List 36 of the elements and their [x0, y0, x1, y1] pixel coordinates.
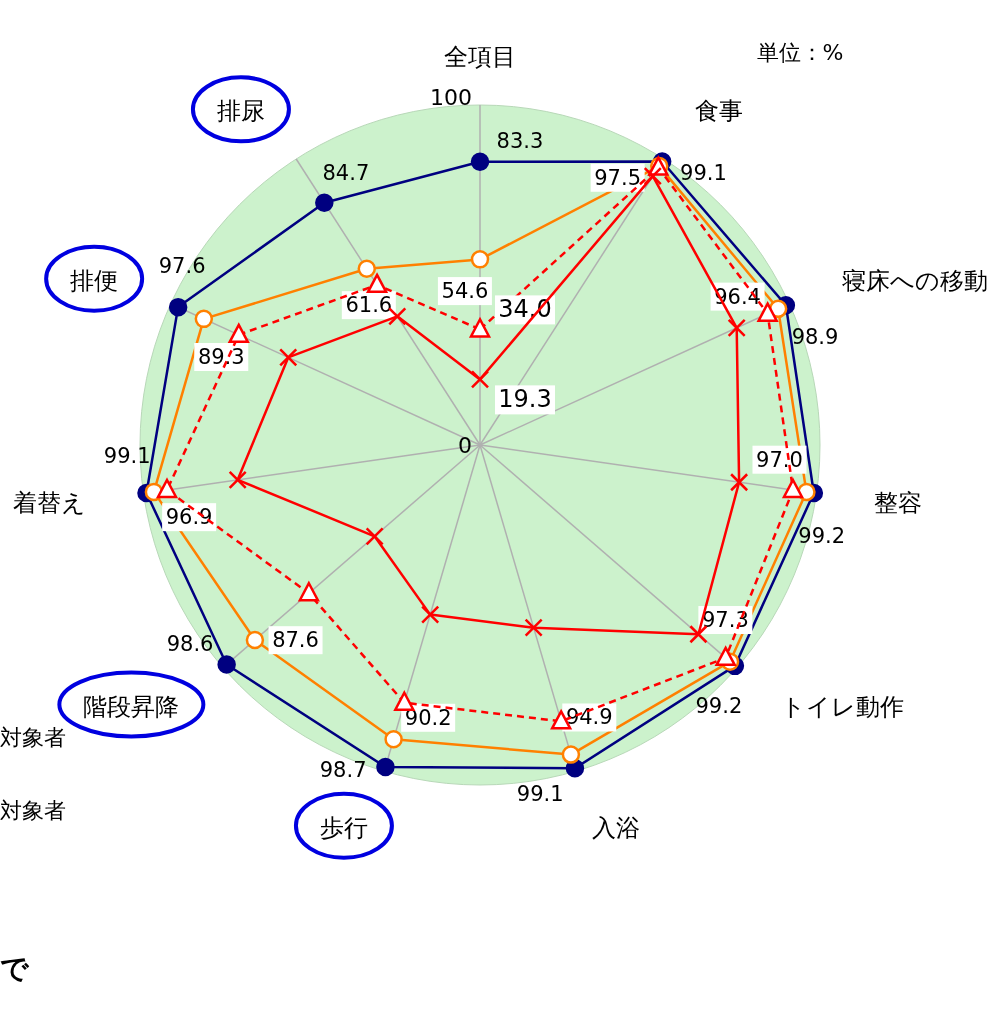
- data-label: 97.6: [158, 254, 206, 279]
- text: 対象者: [0, 798, 66, 823]
- data-label: 99.2: [695, 694, 743, 719]
- spoke-label: 入浴: [592, 813, 641, 842]
- spoke-label: 着替え: [13, 488, 87, 517]
- spoke-label: 寝床への移動: [841, 266, 988, 295]
- text: 単位：%: [756, 40, 844, 65]
- data-label: 84.7: [322, 161, 370, 186]
- data-label: 99.1: [103, 444, 151, 469]
- data-label: 99.2: [798, 523, 846, 548]
- spoke-label: 全項目: [444, 43, 516, 72]
- spoke-label: 整容: [873, 488, 922, 517]
- spoke-label: 排便: [70, 266, 119, 295]
- data-label: 97.0: [756, 447, 803, 472]
- data-label: 98.9: [791, 325, 839, 350]
- text: 対象者: [0, 725, 66, 750]
- data-label: 99.1: [680, 160, 727, 185]
- data-label: 98.6: [166, 632, 214, 657]
- spoke-label: 排尿: [216, 97, 265, 126]
- spoke-label: 食事: [695, 97, 744, 126]
- data-label: 61.6: [345, 293, 393, 318]
- data-label: 89.3: [197, 345, 245, 369]
- data-label: 87.6: [272, 628, 319, 653]
- spoke-label: トイレ動作: [780, 692, 904, 721]
- data-label: 97.5: [594, 165, 642, 190]
- data-label: 83.3: [496, 128, 544, 153]
- spoke-label: 階段昇降: [83, 692, 180, 721]
- data-label: 96.9: [165, 505, 213, 530]
- text: で: [0, 952, 30, 985]
- data-label: 19.3: [498, 385, 552, 414]
- data-label: 98.7: [319, 757, 367, 782]
- spoke-label: 歩行: [319, 813, 368, 842]
- data-label: 99.1: [516, 781, 564, 806]
- y-tick-label: 100: [430, 85, 472, 110]
- data-label: 54.6: [441, 279, 489, 304]
- y-tick-label: 0: [458, 433, 472, 458]
